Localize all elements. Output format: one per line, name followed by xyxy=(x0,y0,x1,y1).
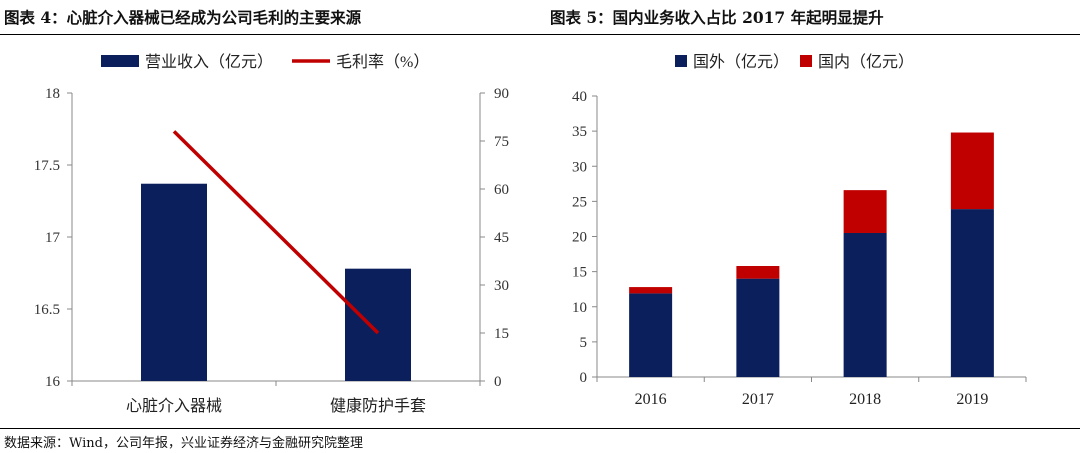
legend-label-revenue: 营业收入（亿元） xyxy=(145,53,273,71)
y-tick-label: 25 xyxy=(572,194,587,210)
bar-domestic xyxy=(629,287,673,294)
chart-domestic-foreign: 0 5 10 15 20 25 30 35 40 2016 2017 2018 2019 国外（亿元） 国内… xyxy=(572,53,1027,408)
y-tick-label: 16 xyxy=(45,374,61,390)
legend-label-foreign: 国外（亿元） xyxy=(693,53,789,71)
legend-label-domestic: 国内（亿元） xyxy=(818,53,914,71)
top-rule xyxy=(0,34,1080,35)
x-category-label: 健康防护手套 xyxy=(330,397,426,415)
figure-title-left: 图表 4：心脏介入器械已经成为公司毛利的主要来源 xyxy=(4,8,362,27)
legend-swatch-domestic xyxy=(800,55,812,67)
legend-swatch-revenue xyxy=(101,55,139,67)
x-category-label: 2018 xyxy=(849,391,881,408)
y2-tick-label: 45 xyxy=(494,230,509,246)
x-category-label: 2016 xyxy=(635,391,667,408)
legend-label-margin: 毛利率（%） xyxy=(336,53,429,71)
x-category-label: 2019 xyxy=(956,391,988,408)
bar-revenue xyxy=(345,268,411,381)
y-tick-label: 35 xyxy=(572,124,587,140)
line-gross-margin xyxy=(172,130,380,335)
bar-foreign xyxy=(843,232,887,377)
y2-tick-label: 15 xyxy=(494,326,509,342)
bar-foreign xyxy=(629,293,673,377)
figure-title-right: 图表 5：国内业务收入占比 2017 年起明显提升 xyxy=(550,8,884,27)
y-tick-label: 40 xyxy=(572,89,587,105)
y2-tick-label: 75 xyxy=(494,134,509,150)
bar-domestic xyxy=(843,190,887,233)
bar-domestic xyxy=(736,266,780,279)
bottom-rule xyxy=(0,428,1080,429)
y-tick-label: 0 xyxy=(580,370,588,386)
x-category-label: 2017 xyxy=(742,391,774,408)
y2-tick-label: 0 xyxy=(494,374,502,390)
y-tick-label: 5 xyxy=(580,335,588,351)
legend-swatch-foreign xyxy=(675,55,687,67)
y-tick-label: 16.5 xyxy=(34,302,60,318)
y-tick-label: 15 xyxy=(572,265,587,281)
y2-tick-label: 90 xyxy=(494,86,509,102)
y-tick-label: 17.5 xyxy=(34,158,60,174)
y-tick-label: 30 xyxy=(572,159,587,175)
x-category-label: 心脏介入器械 xyxy=(126,397,222,415)
bar-foreign xyxy=(736,278,780,377)
bar-domestic xyxy=(950,132,994,210)
y-tick-label: 20 xyxy=(572,230,587,246)
y-tick-label: 10 xyxy=(572,300,587,316)
source-note: 数据来源：Wind，公司年报，兴业证券经济与金融研究院整理 xyxy=(4,436,363,451)
bar-foreign xyxy=(950,209,994,377)
y2-tick-label: 60 xyxy=(494,182,509,198)
y-tick-label: 17 xyxy=(45,230,61,246)
chart-revenue-margin: 16 16.5 17 17.5 18 0 15 30 45 60 75 90 心脏介入器械 健康防护手套 营… xyxy=(34,53,509,415)
y2-tick-label: 30 xyxy=(494,278,509,294)
y-tick-label: 18 xyxy=(45,86,60,102)
bar-revenue xyxy=(141,183,207,381)
